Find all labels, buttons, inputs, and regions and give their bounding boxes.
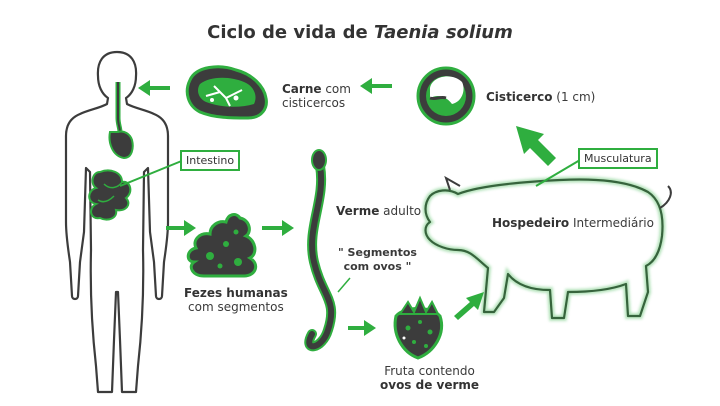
label-verme-bold: Verme bbox=[336, 204, 380, 218]
label-carne: Carne com cisticercos bbox=[282, 82, 351, 110]
label-cisticerco-rest: (1 cm) bbox=[552, 90, 596, 104]
arrow-meat-to-human bbox=[138, 80, 170, 96]
title-species: Taenia solium bbox=[373, 22, 513, 43]
arrow-pig-to-cysticerco bbox=[516, 126, 556, 166]
title-prefix: Ciclo de vida de bbox=[207, 22, 368, 43]
digestive-tract bbox=[88, 82, 134, 221]
label-fruta-line2: ovos de verme bbox=[380, 378, 480, 392]
label-verme-rest: adulto bbox=[379, 204, 422, 218]
arrow-cysticerco-to-meat bbox=[360, 78, 392, 94]
label-verme: Verme adulto bbox=[336, 204, 421, 218]
label-fezes: Fezes humanas com segmentos bbox=[184, 286, 288, 314]
adult-worm-icon bbox=[304, 149, 337, 352]
arrow-fruit-to-pig bbox=[454, 292, 484, 320]
pig-outline bbox=[422, 175, 672, 321]
label-cisticerco: Cisticerco (1 cm) bbox=[486, 90, 595, 104]
strawberry-icon bbox=[393, 295, 443, 360]
label-carne-bold: Carne bbox=[282, 82, 322, 96]
label-hospedeiro-rest: Intermediário bbox=[569, 216, 654, 230]
segmentos-pointer bbox=[337, 277, 351, 293]
label-segmentos: " Segmentos com ovos " bbox=[338, 246, 417, 274]
label-intestino: Intestino bbox=[180, 150, 241, 171]
arrow-worm-to-fruit bbox=[348, 320, 376, 336]
label-segmentos-line1: " Segmentos bbox=[338, 246, 417, 259]
arrow-feces-to-worm bbox=[262, 220, 294, 236]
label-fruta: Fruta contendo ovos de verme bbox=[380, 364, 479, 392]
label-fezes-line1: Fezes humanas bbox=[184, 286, 288, 300]
label-fezes-line2: com segmentos bbox=[188, 300, 284, 314]
human-body-outline bbox=[64, 50, 170, 394]
label-cisticerco-bold: Cisticerco bbox=[486, 90, 553, 104]
cysticercus-icon bbox=[416, 66, 476, 126]
label-musculatura: Musculatura bbox=[578, 148, 658, 169]
label-fruta-line1: Fruta contendo bbox=[384, 364, 475, 378]
feces-icon bbox=[186, 213, 258, 278]
meat-icon bbox=[185, 65, 268, 120]
diagram-title: Ciclo de vida de Taenia solium bbox=[0, 22, 720, 43]
label-carne-rest: com bbox=[321, 82, 351, 96]
musculatura-pointer bbox=[535, 159, 581, 187]
label-hospedeiro: Hospedeiro Intermediário bbox=[492, 216, 654, 230]
label-segmentos-line2: com ovos " bbox=[343, 260, 412, 273]
arrow-human-to-feces bbox=[166, 220, 196, 236]
label-carne-line2: cisticercos bbox=[282, 96, 346, 110]
intestino-pointer bbox=[119, 159, 185, 187]
label-hospedeiro-bold: Hospedeiro bbox=[492, 216, 570, 230]
cycle-arrows bbox=[138, 78, 556, 336]
